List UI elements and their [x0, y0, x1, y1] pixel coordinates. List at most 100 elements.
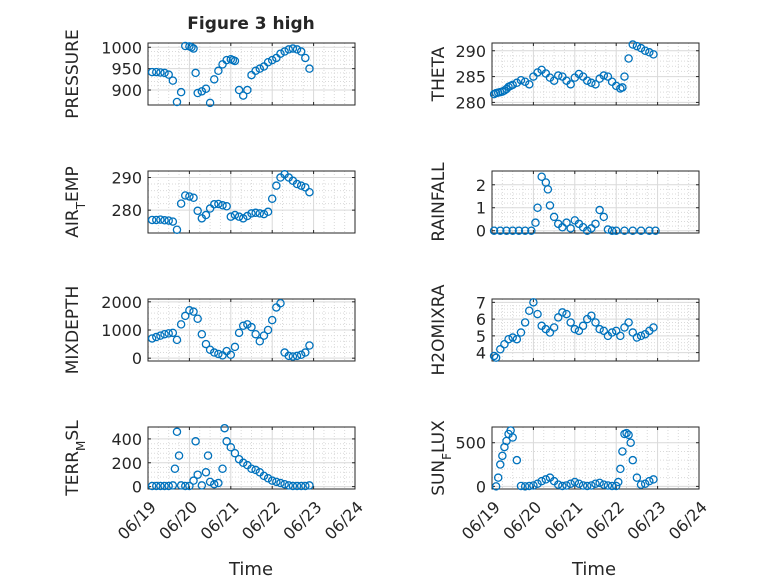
- data-point: [152, 215, 161, 225]
- subplot-pressure: 900 950 1000 PRESSURE: [63, 29, 356, 119]
- data-point: [267, 194, 277, 203]
- y-tick-label: 280: [111, 201, 142, 220]
- data-point: [533, 309, 542, 319]
- data-point: [533, 479, 542, 489]
- y-axis-label: MIXDEPTH: [63, 286, 83, 375]
- data-point: [201, 339, 211, 349]
- y-tick-label: 0: [132, 478, 142, 497]
- data-point: [496, 226, 505, 235]
- data-point: [251, 66, 260, 76]
- data-point: [263, 207, 273, 217]
- data-point: [553, 480, 563, 489]
- axes-box: [491, 170, 700, 234]
- data-point: [156, 68, 165, 77]
- data-point: [193, 206, 202, 216]
- data-point: [520, 226, 530, 235]
- data-point: [562, 218, 571, 227]
- data-point: [147, 215, 157, 225]
- data-point: [247, 322, 256, 332]
- data-point: [305, 341, 314, 350]
- data-point: [222, 201, 231, 211]
- data-point: [516, 328, 526, 337]
- data-point: [562, 309, 571, 319]
- data-point: [238, 458, 248, 468]
- data-point: [191, 437, 200, 446]
- data-point: [645, 476, 654, 486]
- data-point: [267, 55, 277, 65]
- data-point: [566, 224, 575, 233]
- data-point: [599, 326, 609, 336]
- data-point: [525, 481, 534, 491]
- data-point: [640, 479, 650, 489]
- data-point: [562, 481, 571, 490]
- data-point: [209, 479, 219, 489]
- data-point: [558, 481, 567, 491]
- data-point: [595, 324, 604, 334]
- data-point: [238, 214, 248, 223]
- data-point: [160, 481, 169, 491]
- data-point: [176, 87, 186, 97]
- y-tick-label: 4: [476, 344, 486, 363]
- data-point: [147, 481, 157, 491]
- data-point: [255, 209, 265, 218]
- x-tick-label: 06/23: [623, 497, 669, 543]
- data-point: [566, 318, 575, 327]
- data-point: [164, 216, 173, 225]
- data-point: [640, 46, 650, 56]
- data-point: [168, 217, 178, 226]
- y-axis-label: AIRTEMP: [63, 166, 88, 237]
- data-point: [574, 69, 584, 79]
- data-point: [549, 212, 559, 222]
- y-tick-label: 6: [476, 310, 486, 329]
- data-point: [176, 481, 186, 490]
- data-point: [301, 183, 310, 192]
- data-point: [164, 329, 173, 338]
- y-tick-label: 280: [455, 93, 486, 112]
- data-point: [259, 331, 269, 340]
- y-axis-label: H2OMIXRA: [429, 284, 449, 375]
- axes-box: [491, 298, 700, 362]
- data-point: [541, 475, 551, 484]
- data-point: [636, 43, 646, 53]
- data-point: [288, 481, 298, 491]
- data-point: [549, 76, 559, 85]
- data-point: [607, 481, 617, 491]
- data-point: [272, 477, 281, 487]
- data-point: [168, 481, 178, 490]
- data-point: [226, 443, 236, 452]
- data-point: [247, 209, 256, 218]
- data-point: [284, 481, 294, 490]
- data-point: [174, 451, 184, 460]
- y-axis-label: THETA: [429, 46, 449, 102]
- data-point: [243, 85, 252, 95]
- data-point: [645, 226, 654, 235]
- data-point: [222, 55, 231, 65]
- data-point: [160, 216, 169, 225]
- axes-box: [491, 426, 700, 490]
- data-point: [193, 88, 202, 98]
- data-point: [491, 482, 501, 491]
- y-tick-label: 0: [476, 477, 486, 496]
- data-point: [243, 211, 252, 221]
- data-point: [263, 325, 273, 335]
- data-point: [185, 481, 194, 491]
- data-point: [201, 84, 211, 94]
- data-point: [489, 351, 499, 361]
- x-tick-label: 06/24: [321, 497, 367, 543]
- data-point: [176, 320, 186, 329]
- data-point: [620, 226, 629, 235]
- y-tick-label: 0: [476, 222, 486, 241]
- y-axis-label: TERRMSL: [63, 420, 88, 497]
- data-point: [156, 215, 165, 224]
- data-point: [508, 226, 517, 235]
- data-point: [226, 350, 236, 360]
- data-point: [520, 482, 530, 491]
- data-point: [296, 350, 306, 360]
- data-point: [558, 223, 567, 232]
- data-point: [628, 40, 638, 49]
- data-point: [218, 464, 227, 473]
- data-point: [508, 80, 517, 90]
- data-point: [498, 451, 507, 461]
